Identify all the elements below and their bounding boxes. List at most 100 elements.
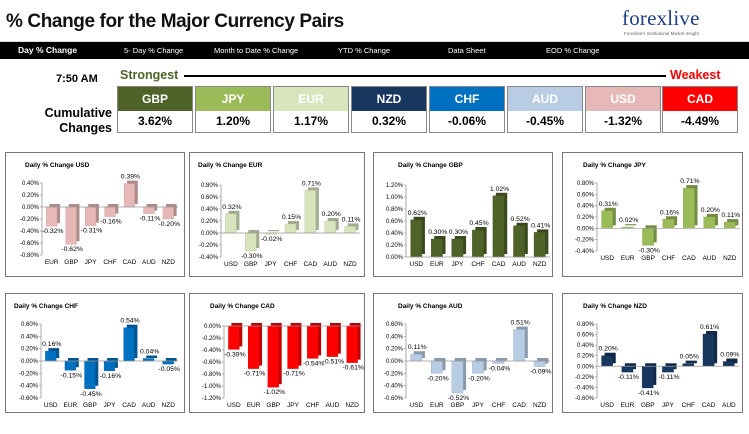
bar-face — [662, 366, 674, 373]
data-label: 1.02% — [490, 186, 509, 193]
x-tick-label: CAD — [123, 259, 137, 266]
bar-face — [104, 206, 116, 217]
bar-aud — [143, 204, 158, 214]
bar-face — [703, 216, 716, 229]
y-tick-label: 0.00% — [386, 255, 404, 261]
bar-chf — [682, 360, 697, 367]
y-tick-label: -0.20% — [384, 371, 404, 377]
tab-5-day-change[interactable]: 5- Day % Change — [124, 46, 184, 55]
currency-code: GBP — [118, 87, 192, 111]
currency-box-eur: EUR 1.17% — [273, 86, 349, 133]
x-tick-label: GBP — [244, 261, 258, 268]
data-label: -0.30% — [241, 253, 263, 260]
x-tick-label: JPY — [662, 402, 675, 409]
bar-chart: 0.80% 0.60% 0.40% 0.20% 0.00% -0.20% -0.40% 0.3… — [575, 178, 740, 262]
y-tick-label: -0.20% — [20, 217, 40, 223]
data-label: 0.32% — [222, 204, 241, 211]
x-tick-label: JPY — [472, 402, 485, 409]
currency-code: CHF — [430, 87, 504, 111]
tab-data-sheet[interactable]: Data Sheet — [448, 46, 486, 55]
x-tick-label: USD — [224, 261, 238, 268]
y-tick-label: -0.20% — [202, 336, 222, 342]
bar-face — [723, 361, 735, 367]
bar-aud — [723, 358, 738, 367]
bar-face — [683, 187, 695, 229]
data-label: -0.11% — [658, 374, 679, 381]
y-tick-label: -0.40% — [199, 255, 219, 261]
bar-face — [326, 325, 339, 357]
data-label: -0.54% — [303, 360, 325, 367]
bar-shadow — [165, 358, 177, 362]
currency-box-chf: CHF -0.06% — [429, 86, 505, 133]
bar-face — [284, 223, 297, 234]
x-tick-label: AUD — [142, 402, 156, 409]
bar-chf — [662, 216, 678, 229]
bar-jpy — [662, 363, 677, 373]
bar-usd — [410, 351, 425, 362]
data-label: -0.20% — [159, 221, 181, 228]
x-tick-label: USD — [409, 261, 423, 268]
x-tick-label: AUD — [722, 402, 736, 409]
chart-title: Daily % Change CHF — [14, 303, 78, 310]
x-tick-label: EUR — [247, 402, 261, 409]
x-tick-label: AUD — [323, 261, 337, 268]
nav-bar: Day % Change 5- Day % Change Month to Da… — [0, 42, 749, 59]
y-tick-label: 0.60% — [577, 333, 595, 339]
data-label: 0.30% — [449, 229, 468, 236]
bar-face — [641, 366, 654, 389]
bar-face — [472, 360, 484, 374]
bar-chf — [307, 323, 322, 359]
bar-cad — [492, 192, 508, 258]
y-tick-label: -0.40% — [575, 385, 595, 391]
x-tick-label: CHF — [103, 259, 116, 266]
y-tick-label: 0.40% — [21, 334, 39, 340]
x-tick-label: GBP — [451, 402, 465, 409]
bar-usd — [228, 323, 243, 350]
forexlive-logo[interactable]: forexlive Forexlive's Institutional Mark… — [622, 6, 742, 38]
bar-face — [451, 238, 464, 258]
bar-face — [642, 228, 654, 246]
bar-face — [46, 206, 58, 227]
page-title: % Change for the Major Currency Pairs — [6, 11, 344, 32]
y-tick-label: 0.00% — [22, 205, 40, 211]
data-label: 0.11% — [342, 216, 361, 223]
y-tick-label: 0.60% — [201, 195, 219, 201]
y-tick-label: -0.20% — [575, 375, 595, 381]
bar-chart: 0.00% -0.20% -0.40% -0.60% -0.80% -1.00% -1.20… — [202, 323, 364, 409]
bar-face — [123, 327, 135, 362]
bar-face — [346, 325, 358, 363]
data-label: 0.71% — [302, 180, 321, 187]
y-tick-label: 0.20% — [577, 354, 595, 360]
data-label: 0.05% — [680, 354, 699, 361]
x-tick-label: GBP — [64, 259, 78, 266]
x-tick-label: CHF — [662, 255, 675, 262]
bar-aud — [143, 355, 158, 362]
tab-eod-change[interactable]: EOD % Change — [546, 46, 600, 55]
data-label: -0.09% — [530, 369, 552, 376]
bar-shadow — [495, 358, 508, 361]
bar-face — [247, 325, 260, 369]
x-tick-label: NZD — [162, 259, 176, 266]
data-label: 0.20% — [322, 211, 341, 218]
data-label: -0.04% — [489, 365, 511, 372]
cumulative-changes-label: Cumulative Changes — [44, 106, 112, 135]
chart-panel-jpy: Daily % Change JPY 0.80% 0.60% 0.40% 0.20% 0.… — [562, 152, 743, 277]
x-tick-label: CHF — [471, 261, 484, 268]
tab-month-to-date-change[interactable]: Month to Date % Change — [214, 46, 299, 55]
y-tick-label: 0.00% — [577, 364, 595, 370]
tab-ytd-change[interactable]: YTD % Change — [338, 46, 391, 55]
y-tick-label: -1.00% — [202, 384, 222, 390]
bar-shadow — [625, 224, 637, 226]
bar-face — [267, 325, 279, 388]
y-tick-label: 0.20% — [201, 219, 219, 225]
tab-day-change[interactable]: Day % Change — [18, 45, 78, 55]
bar-aud — [703, 214, 718, 229]
y-tick-label: -0.60% — [202, 360, 222, 366]
x-tick-label: AUD — [326, 402, 340, 409]
currency-box-gbp: GBP 3.62% — [117, 86, 193, 133]
x-tick-label: GBP — [641, 255, 655, 262]
bar-gbp — [641, 363, 657, 389]
currency-value: -4.49% — [680, 114, 720, 128]
currency-value: -0.45% — [525, 114, 565, 128]
currency-value: 1.17% — [293, 114, 329, 128]
